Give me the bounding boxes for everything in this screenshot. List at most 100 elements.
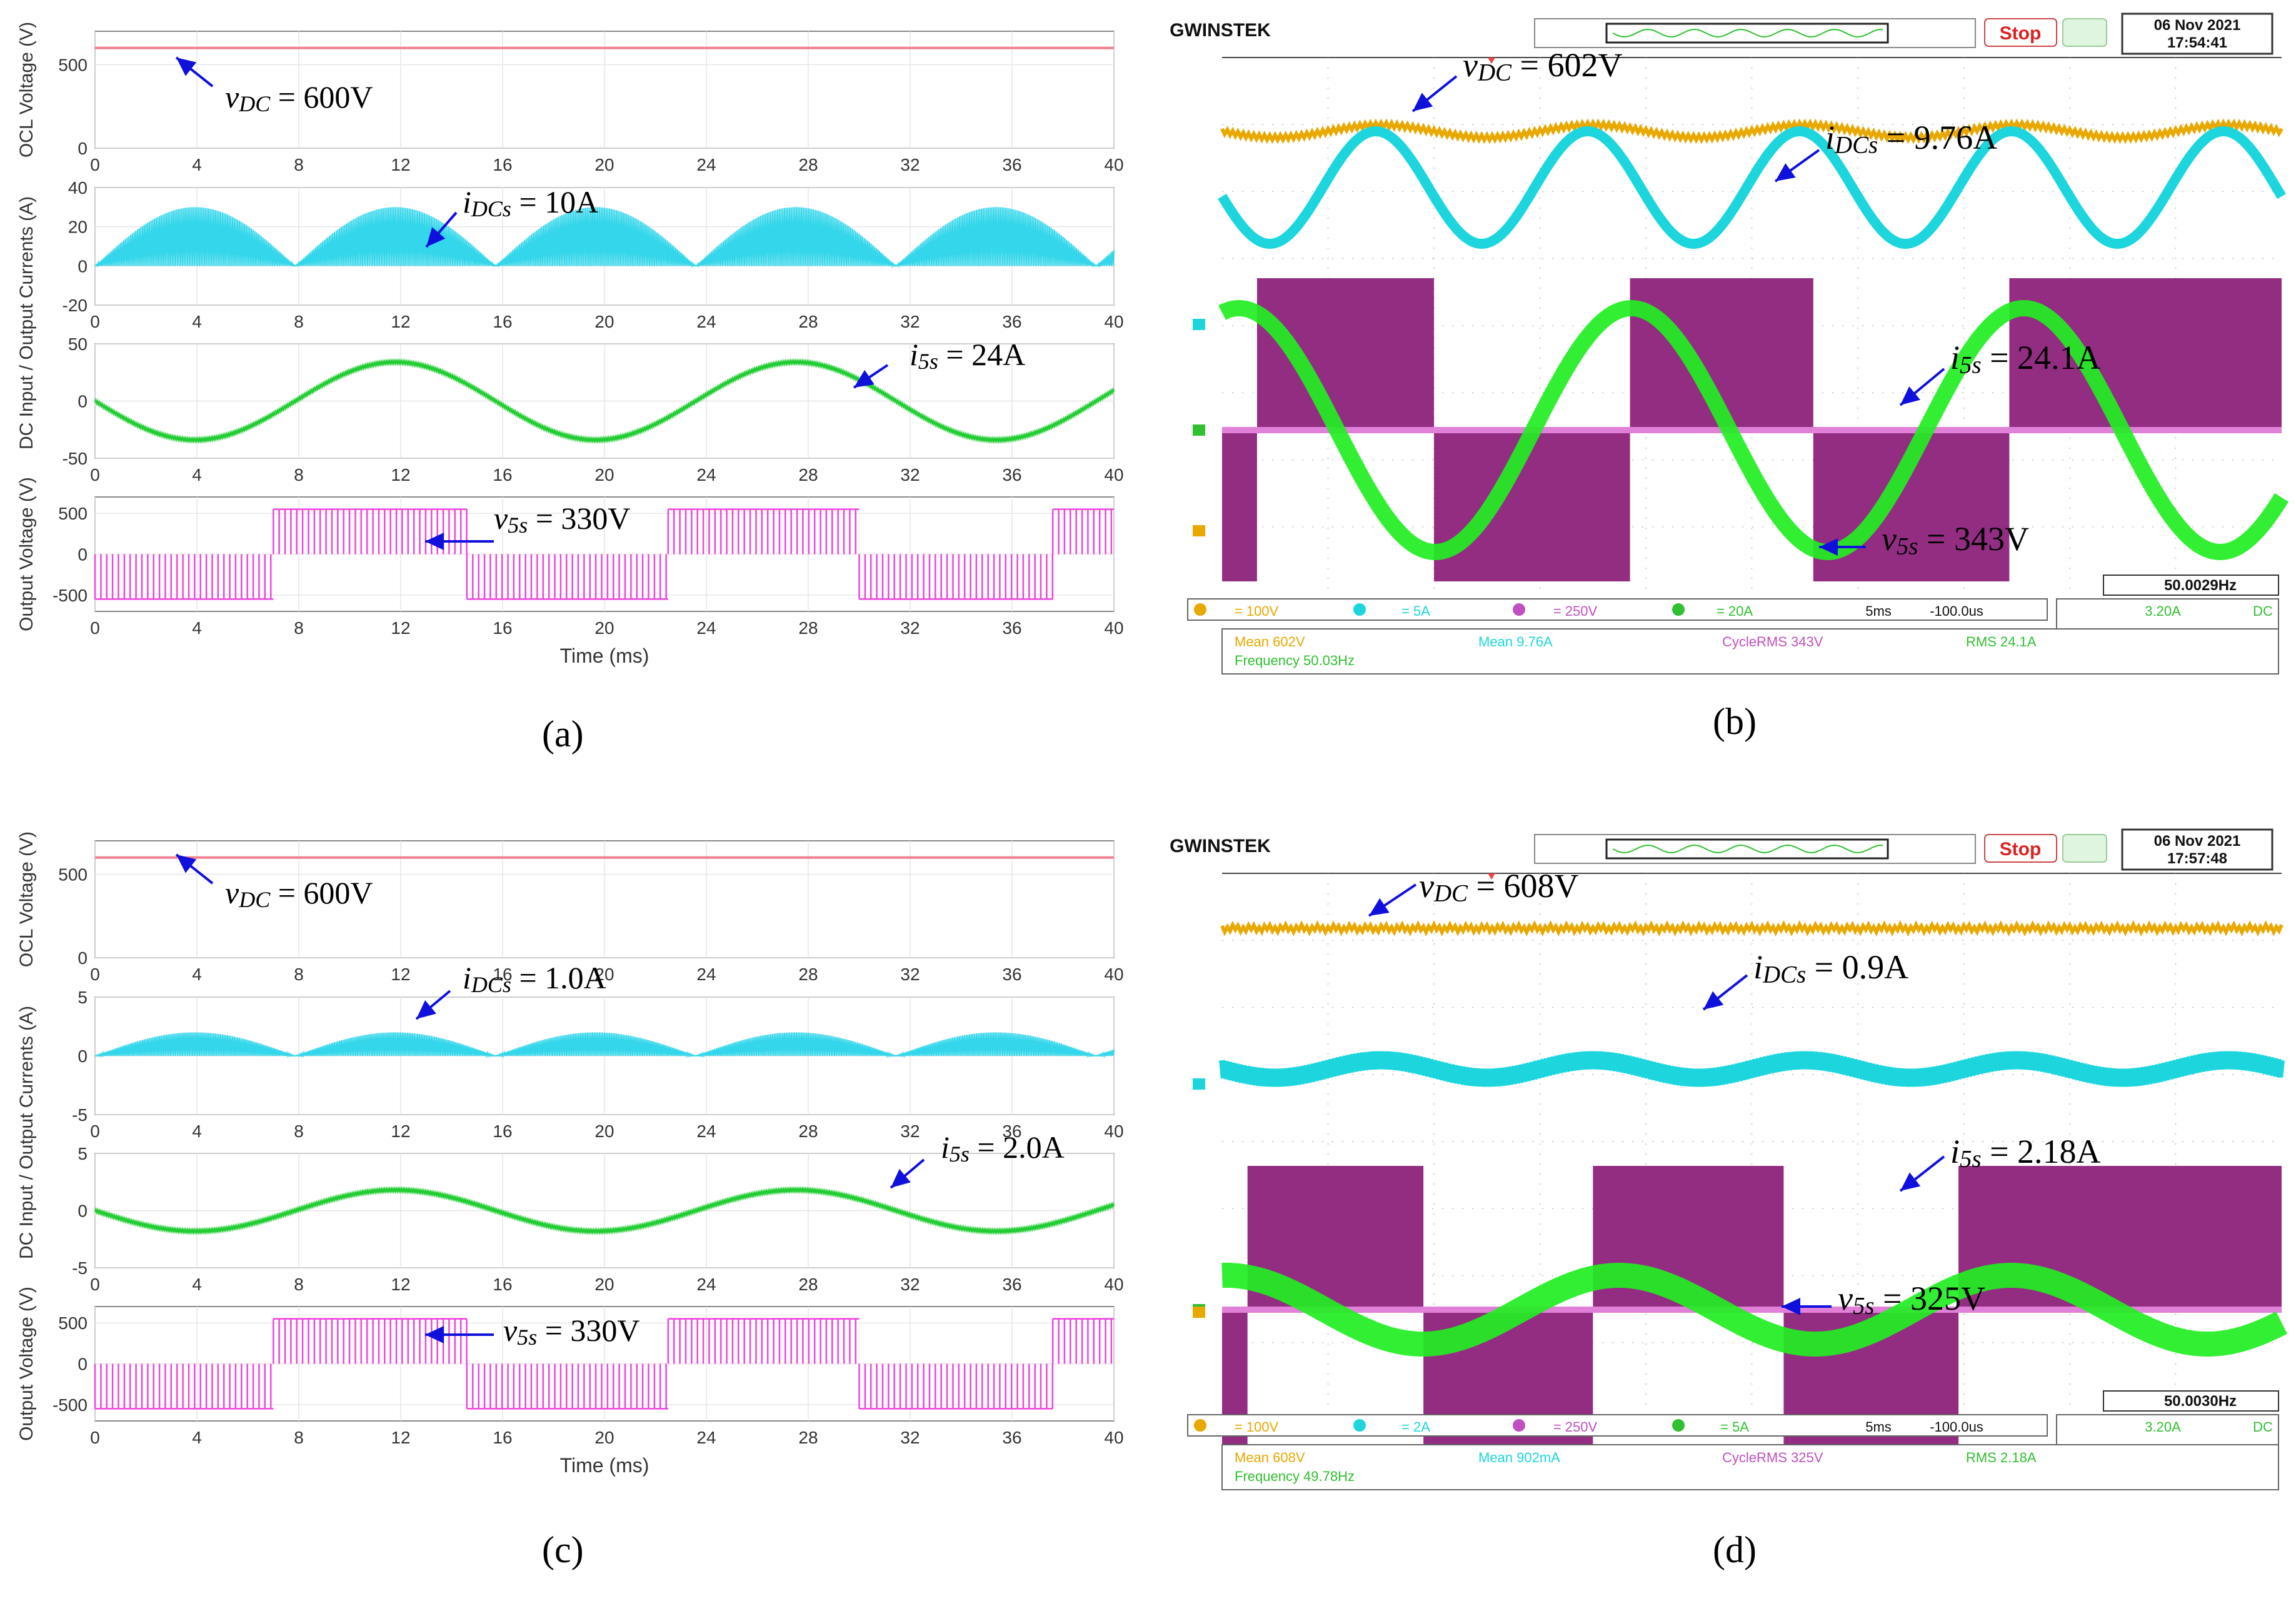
- channel-scale: = 20A: [1717, 603, 1753, 619]
- arrow-vdc-head: [1369, 898, 1390, 916]
- y-tick-label: -500: [53, 586, 88, 605]
- freq-readout: 50.0029Hz: [2164, 577, 2237, 594]
- y-tick-label: -50: [63, 449, 88, 468]
- timebase: 5ms: [1865, 603, 1892, 619]
- trace-vdc: [1220, 920, 2283, 937]
- arrow-is-head: [854, 369, 875, 388]
- y-tick-label: 5: [78, 1144, 88, 1163]
- x-tick-label: 32: [900, 1122, 920, 1141]
- channel-indicator: [1672, 1419, 1685, 1432]
- x-tick-label: 4: [192, 465, 202, 484]
- x-tick-label: 8: [294, 465, 304, 484]
- y-tick-label: -500: [53, 1395, 88, 1415]
- annotation-vs: v5s = 330V: [503, 1313, 640, 1350]
- ch2-marker: [1193, 1078, 1205, 1090]
- memory-window: [1605, 838, 1889, 860]
- x-tick-label: 36: [1002, 465, 1021, 484]
- x-tick-label: 20: [594, 1275, 614, 1294]
- arrow-is: [890, 1158, 925, 1189]
- y-tick-label: -5: [72, 1105, 88, 1125]
- ch1-marker: [1193, 525, 1205, 536]
- x-tick-label: 24: [696, 312, 716, 331]
- x-tick-label: 40: [1104, 155, 1123, 174]
- subplot-ocl: 0 4 8 12 16 20 24 28 32 36 40 0 500: [58, 840, 1124, 984]
- date-label: 06 Nov 2021: [2154, 833, 2241, 850]
- x-tick-label: 36: [1002, 618, 1021, 638]
- trigger-level: 3.20A: [2145, 603, 2181, 619]
- arrow-vdc: [1411, 75, 1458, 113]
- y-tick-label: 0: [78, 1046, 88, 1066]
- y-tick-label: -5: [72, 1258, 88, 1278]
- ch1-marker: [1193, 1307, 1205, 1318]
- x-tick-label: 24: [696, 465, 716, 484]
- channel-scale: = 5A: [1401, 603, 1430, 619]
- brand-logo: GWINSTEK: [1170, 20, 1271, 41]
- x-tick-label: 8: [294, 1122, 304, 1141]
- trigger-level: 3.20A: [2145, 1419, 2181, 1435]
- trigger-marker: [1488, 873, 1495, 880]
- arrow-vdc-head: [1413, 93, 1433, 111]
- x-tick-label: 12: [391, 1275, 410, 1294]
- arrow-v5s-head: [1819, 538, 1838, 556]
- y-tick-label: 0: [78, 256, 88, 276]
- x-tick-label: 32: [900, 1428, 920, 1447]
- trigger-coupling: DC: [2253, 603, 2273, 619]
- measurement-iDCs: Mean 9.76A: [1478, 634, 1553, 650]
- trace-v5s-block: [2009, 278, 2282, 430]
- annotation-idc: iDCs = 1.0A: [463, 960, 606, 997]
- x-tick-label: 4: [192, 1275, 202, 1294]
- annotation-is: i5s = 2.0A: [941, 1130, 1065, 1167]
- series-idcs: [95, 207, 1115, 269]
- x-tick-label: 24: [696, 1428, 716, 1447]
- annotation-ocl: vDC = 600V: [225, 79, 373, 116]
- x-tick-label: 16: [493, 155, 512, 174]
- x-tick-label: 4: [192, 618, 202, 638]
- stop-label: Stop: [2000, 23, 2042, 44]
- x-tick-label: 0: [90, 1428, 100, 1447]
- annotation-idcs: iDCs = 0.9A: [1753, 948, 1908, 988]
- x-tick-label: 28: [798, 618, 818, 638]
- stop-button: [1984, 18, 2057, 47]
- y-tick-label: 500: [58, 55, 88, 74]
- y-tick-label: 40: [68, 178, 88, 198]
- stop-label: Stop: [2000, 839, 2042, 860]
- arrow-i5s: [1899, 368, 1945, 406]
- y-tick-label: 50: [68, 334, 88, 354]
- arrow-idc: [415, 990, 451, 1020]
- y-axis-label-ocl: OCL Voltage (V): [16, 831, 37, 967]
- x-tick-label: 0: [90, 155, 100, 174]
- trace-i5s: [1221, 1263, 2287, 1357]
- x-tick-label: 36: [1002, 1122, 1021, 1141]
- annotation-is: i5s = 24A: [910, 337, 1025, 374]
- time-label: 17:57:48: [2167, 850, 2227, 867]
- x-tick-label: 40: [1104, 1428, 1123, 1447]
- arrow-idcs: [1702, 974, 1748, 1011]
- y-tick-label: 500: [58, 865, 88, 884]
- y-axis-label-output-voltage: Output Voltage (V): [16, 1287, 37, 1441]
- channel-indicator: [1513, 1419, 1525, 1432]
- scale-bar: [1187, 598, 2048, 621]
- x-tick-label: 40: [1104, 618, 1123, 638]
- x-axis-label: Time (ms): [560, 1454, 649, 1477]
- y-tick-label: 0: [78, 392, 88, 411]
- measurement-v5s: CycleRMS 343V: [1722, 634, 1823, 650]
- panel-label-b: (b): [1713, 701, 1757, 742]
- trigger-coupling: DC: [2253, 1419, 2273, 1435]
- x-tick-label: 24: [696, 155, 716, 174]
- arrow-idcs: [1774, 149, 1820, 183]
- x-tick-label: 36: [1002, 965, 1021, 984]
- x-tick-label: 28: [798, 155, 818, 174]
- arrow-vs: [425, 1326, 494, 1343]
- x-tick-label: 24: [696, 618, 716, 638]
- x-tick-label: 40: [1104, 1122, 1123, 1141]
- x-tick-label: 12: [391, 465, 410, 484]
- annotation-ocl: vDC = 600V: [225, 875, 373, 912]
- x-tick-label: 0: [90, 312, 100, 331]
- x-tick-label: 32: [900, 465, 920, 484]
